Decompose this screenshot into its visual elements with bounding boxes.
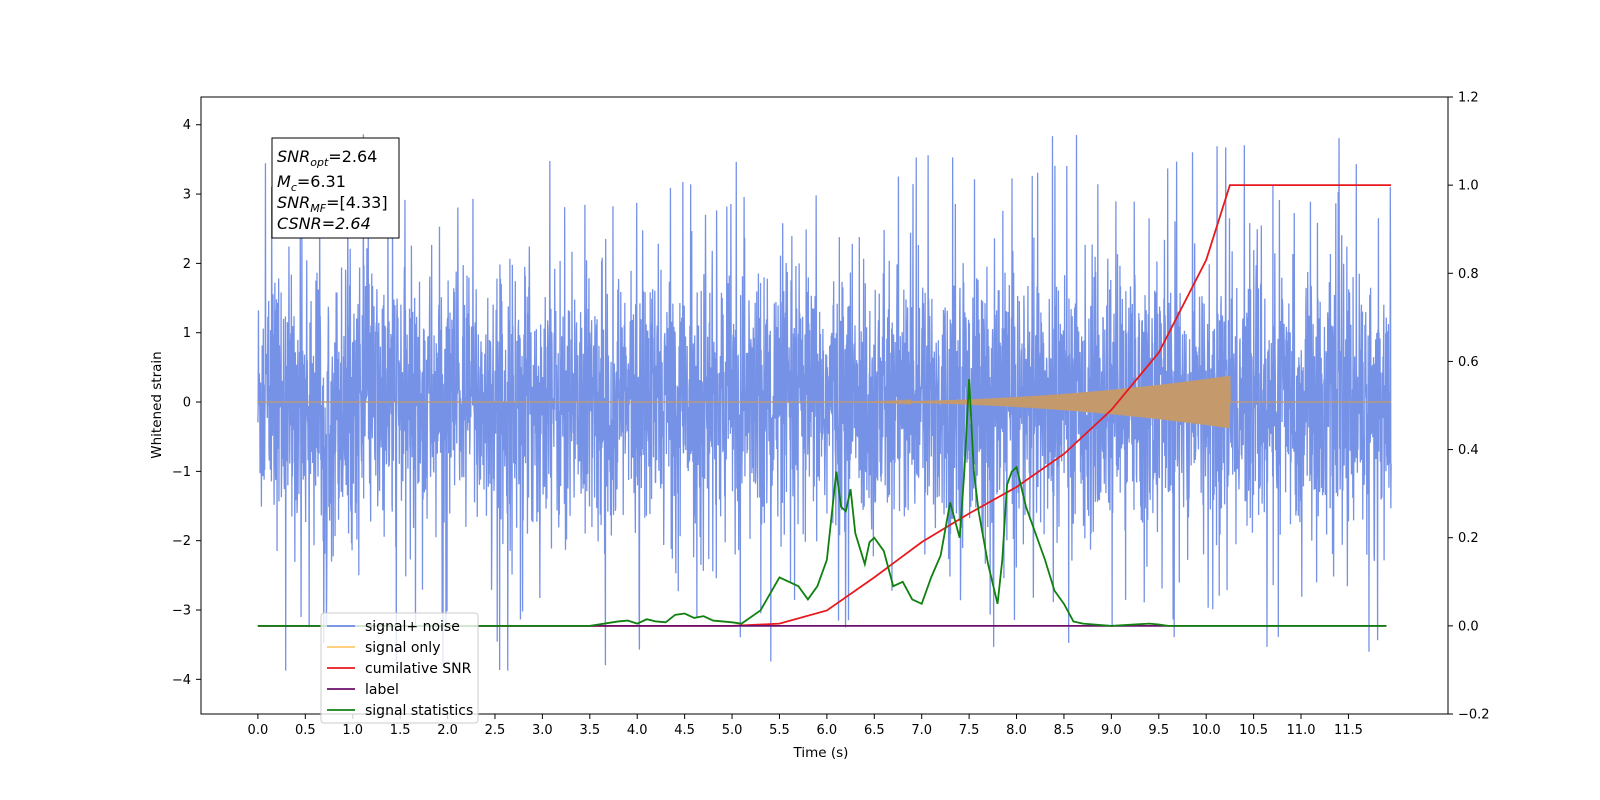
x-tick-label: 4.5 [674, 723, 695, 738]
y-tick-label-right: 0.2 [1458, 531, 1479, 546]
y-tick-label-right: 1.0 [1458, 179, 1479, 194]
series-cumulative-snr [257, 184, 1392, 627]
y-tick-label-left: 3 [183, 188, 191, 203]
x-tick-label: 5.0 [722, 723, 743, 738]
y-tick-label-right: 0.8 [1458, 267, 1479, 282]
x-tick-label: 6.0 [817, 723, 838, 738]
x-tick-label: 0.5 [295, 723, 316, 738]
y-tick-label-right: 0.0 [1458, 619, 1479, 634]
y-tick-label-left: −2 [172, 534, 191, 549]
x-axis-label: Time (s) [793, 745, 849, 761]
legend-label: signal only [365, 640, 440, 656]
annotation-frame [271, 137, 400, 239]
annotation-snr-mf: SNRMF=[4.33] [277, 193, 388, 215]
y-axis-label-left: Whitened strain [149, 351, 165, 458]
y-tick-label-left: 4 [183, 118, 191, 133]
x-tick-label: 0.0 [248, 723, 269, 738]
x-tick-label: 11.5 [1334, 723, 1363, 738]
x-tick-label: 7.5 [959, 723, 980, 738]
series-signal-only [257, 375, 1392, 429]
x-tick-label: 11.0 [1287, 723, 1316, 738]
y-tick-label-right: 1.2 [1458, 91, 1479, 106]
y-tick-label-left: 0 [183, 396, 191, 411]
x-tick-label: 5.5 [769, 723, 790, 738]
x-tick-label: 9.5 [1148, 723, 1169, 738]
legend-label: signal+ noise [365, 619, 460, 635]
y-axis-right: −0.2 0.0 0.2 0.4 0.6 0.8 1.0 1.2 [1448, 91, 1490, 723]
legend-label: cumilative SNR [365, 661, 472, 677]
legend-frame [320, 612, 479, 724]
y-tick-label-left: −3 [172, 604, 191, 619]
series-signal-statistics [257, 379, 1387, 627]
x-tick-label: 8.5 [1054, 723, 1075, 738]
y-tick-label-right: 0.4 [1458, 443, 1479, 458]
x-tick-label: 9.0 [1101, 723, 1122, 738]
x-tick-label: 4.0 [627, 723, 648, 738]
y-tick-label-left: −4 [172, 673, 191, 688]
y-tick-label-left: 1 [183, 326, 191, 341]
annotation-snr-opt: SNRopt=2.64 [277, 147, 377, 169]
x-tick-label: 2.0 [437, 723, 458, 738]
legend: signal+ noise signal only cumilative SNR la… [320, 612, 479, 724]
legend-label: signal statistics [365, 703, 473, 719]
y-tick-label-left: 2 [183, 257, 191, 272]
y-tick-label-right: 0.6 [1458, 355, 1479, 370]
x-tick-label: 6.5 [864, 723, 885, 738]
x-tick-label: 3.5 [579, 723, 600, 738]
x-tick-label: 3.0 [532, 723, 553, 738]
x-tick-label: 10.5 [1239, 723, 1268, 738]
x-axis: 0.0 0.5 1.0 1.5 2.0 2.5 3.0 3.5 4.0 4.5 5.0 5.5 6.0 6… [248, 714, 1363, 738]
y-tick-label-right: −0.2 [1458, 708, 1490, 723]
x-tick-label: 10.0 [1192, 723, 1221, 738]
annotation-csnr: CSNR=2.64 [277, 214, 371, 233]
plot-frame [200, 96, 1449, 715]
snr-annotation-box: SNRopt=2.64 Mc=6.31 SNRMF=[4.33] CSNR=2.… [271, 137, 400, 239]
x-tick-label: 1.5 [390, 723, 411, 738]
x-tick-label: 1.0 [342, 723, 363, 738]
x-tick-label: 7.0 [911, 723, 932, 738]
y-tick-label-left: −1 [172, 465, 191, 480]
legend-label: label [365, 682, 399, 698]
x-tick-label: 2.5 [485, 723, 506, 738]
x-tick-label: 8.0 [1006, 723, 1027, 738]
y-axis-left: −4 −3 −2 −1 0 1 2 3 4 [172, 118, 201, 688]
annotation-chirp-mass: Mc=6.31 [277, 172, 346, 194]
